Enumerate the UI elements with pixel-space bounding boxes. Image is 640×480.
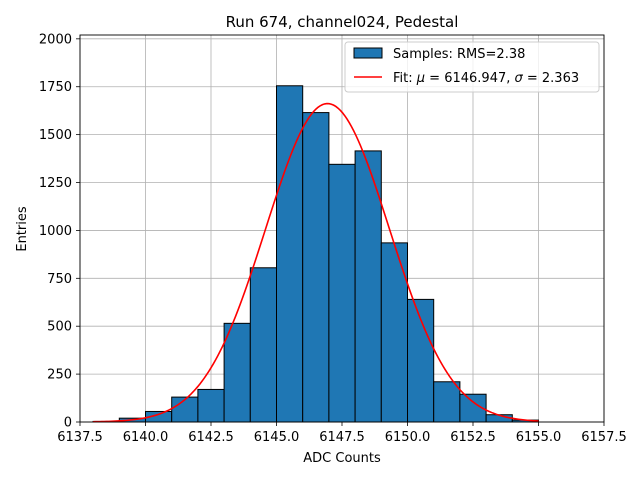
- histogram-bar-9: [328, 163, 356, 423]
- x-tick-label-6: 6152.5: [450, 430, 496, 445]
- legend: Samples: RMS=2.38 Fit: μ = 6146.947, σ =…: [344, 41, 600, 93]
- histogram-bar-3: [171, 396, 199, 423]
- histogram-bar-13: [433, 381, 461, 423]
- x-tick-label-3: 6145.0: [254, 430, 300, 445]
- histogram-bar-11: [380, 242, 408, 423]
- fit-curve: [93, 102, 539, 423]
- x-tick-label-7: 6155.0: [516, 430, 562, 445]
- chart-title: Run 674, channel024, Pedestal: [226, 13, 459, 31]
- y-tick-label-7: 1750: [39, 80, 72, 95]
- histogram-bar-4: [197, 388, 225, 423]
- x-tick-label-4: 6147.5: [319, 430, 365, 445]
- x-tick-label-5: 6150.0: [385, 430, 431, 445]
- legend-label-samples: Samples: RMS=2.38: [393, 47, 525, 62]
- histogram-bar-7: [276, 85, 304, 423]
- y-tick-label-0: 0: [64, 416, 72, 431]
- x-axis-label: ADC Counts: [303, 451, 381, 466]
- histogram-bar-8: [302, 112, 330, 423]
- legend-label-fit: Fit: μ = 6146.947, σ = 2.363: [393, 71, 579, 86]
- y-axis-label: Entries: [15, 206, 30, 252]
- x-tick-label-2: 6142.5: [188, 430, 234, 445]
- y-tick-label-1: 250: [47, 368, 72, 383]
- y-tick-label-2: 500: [47, 320, 72, 335]
- x-tick-label-8: 6157.5: [581, 430, 627, 445]
- legend-frame: [344, 41, 600, 93]
- x-tick-label-0: 6137.5: [57, 430, 103, 445]
- histogram-bar-6: [249, 267, 278, 423]
- y-tick-label-5: 1250: [39, 176, 72, 191]
- y-tick-label-6: 1500: [39, 128, 72, 143]
- x-tick-label-1: 6140.0: [123, 430, 169, 445]
- histogram-bar-5: [223, 322, 251, 423]
- y-tick-label-3: 750: [47, 272, 72, 287]
- y-tick-label-8: 2000: [39, 32, 72, 47]
- x-axis-ticks: 6137.5 6140.0 6142.5 6145.0 6147.5 6150.0 6152…: [57, 422, 627, 445]
- legend-swatch-samples: [353, 47, 383, 59]
- y-tick-label-4: 1000: [39, 224, 72, 239]
- histogram-bars: [92, 85, 539, 423]
- y-axis-ticks: 0 250 500 750 1000 1250 1500 1750 2000: [39, 32, 80, 431]
- histogram-bar-10: [354, 150, 382, 423]
